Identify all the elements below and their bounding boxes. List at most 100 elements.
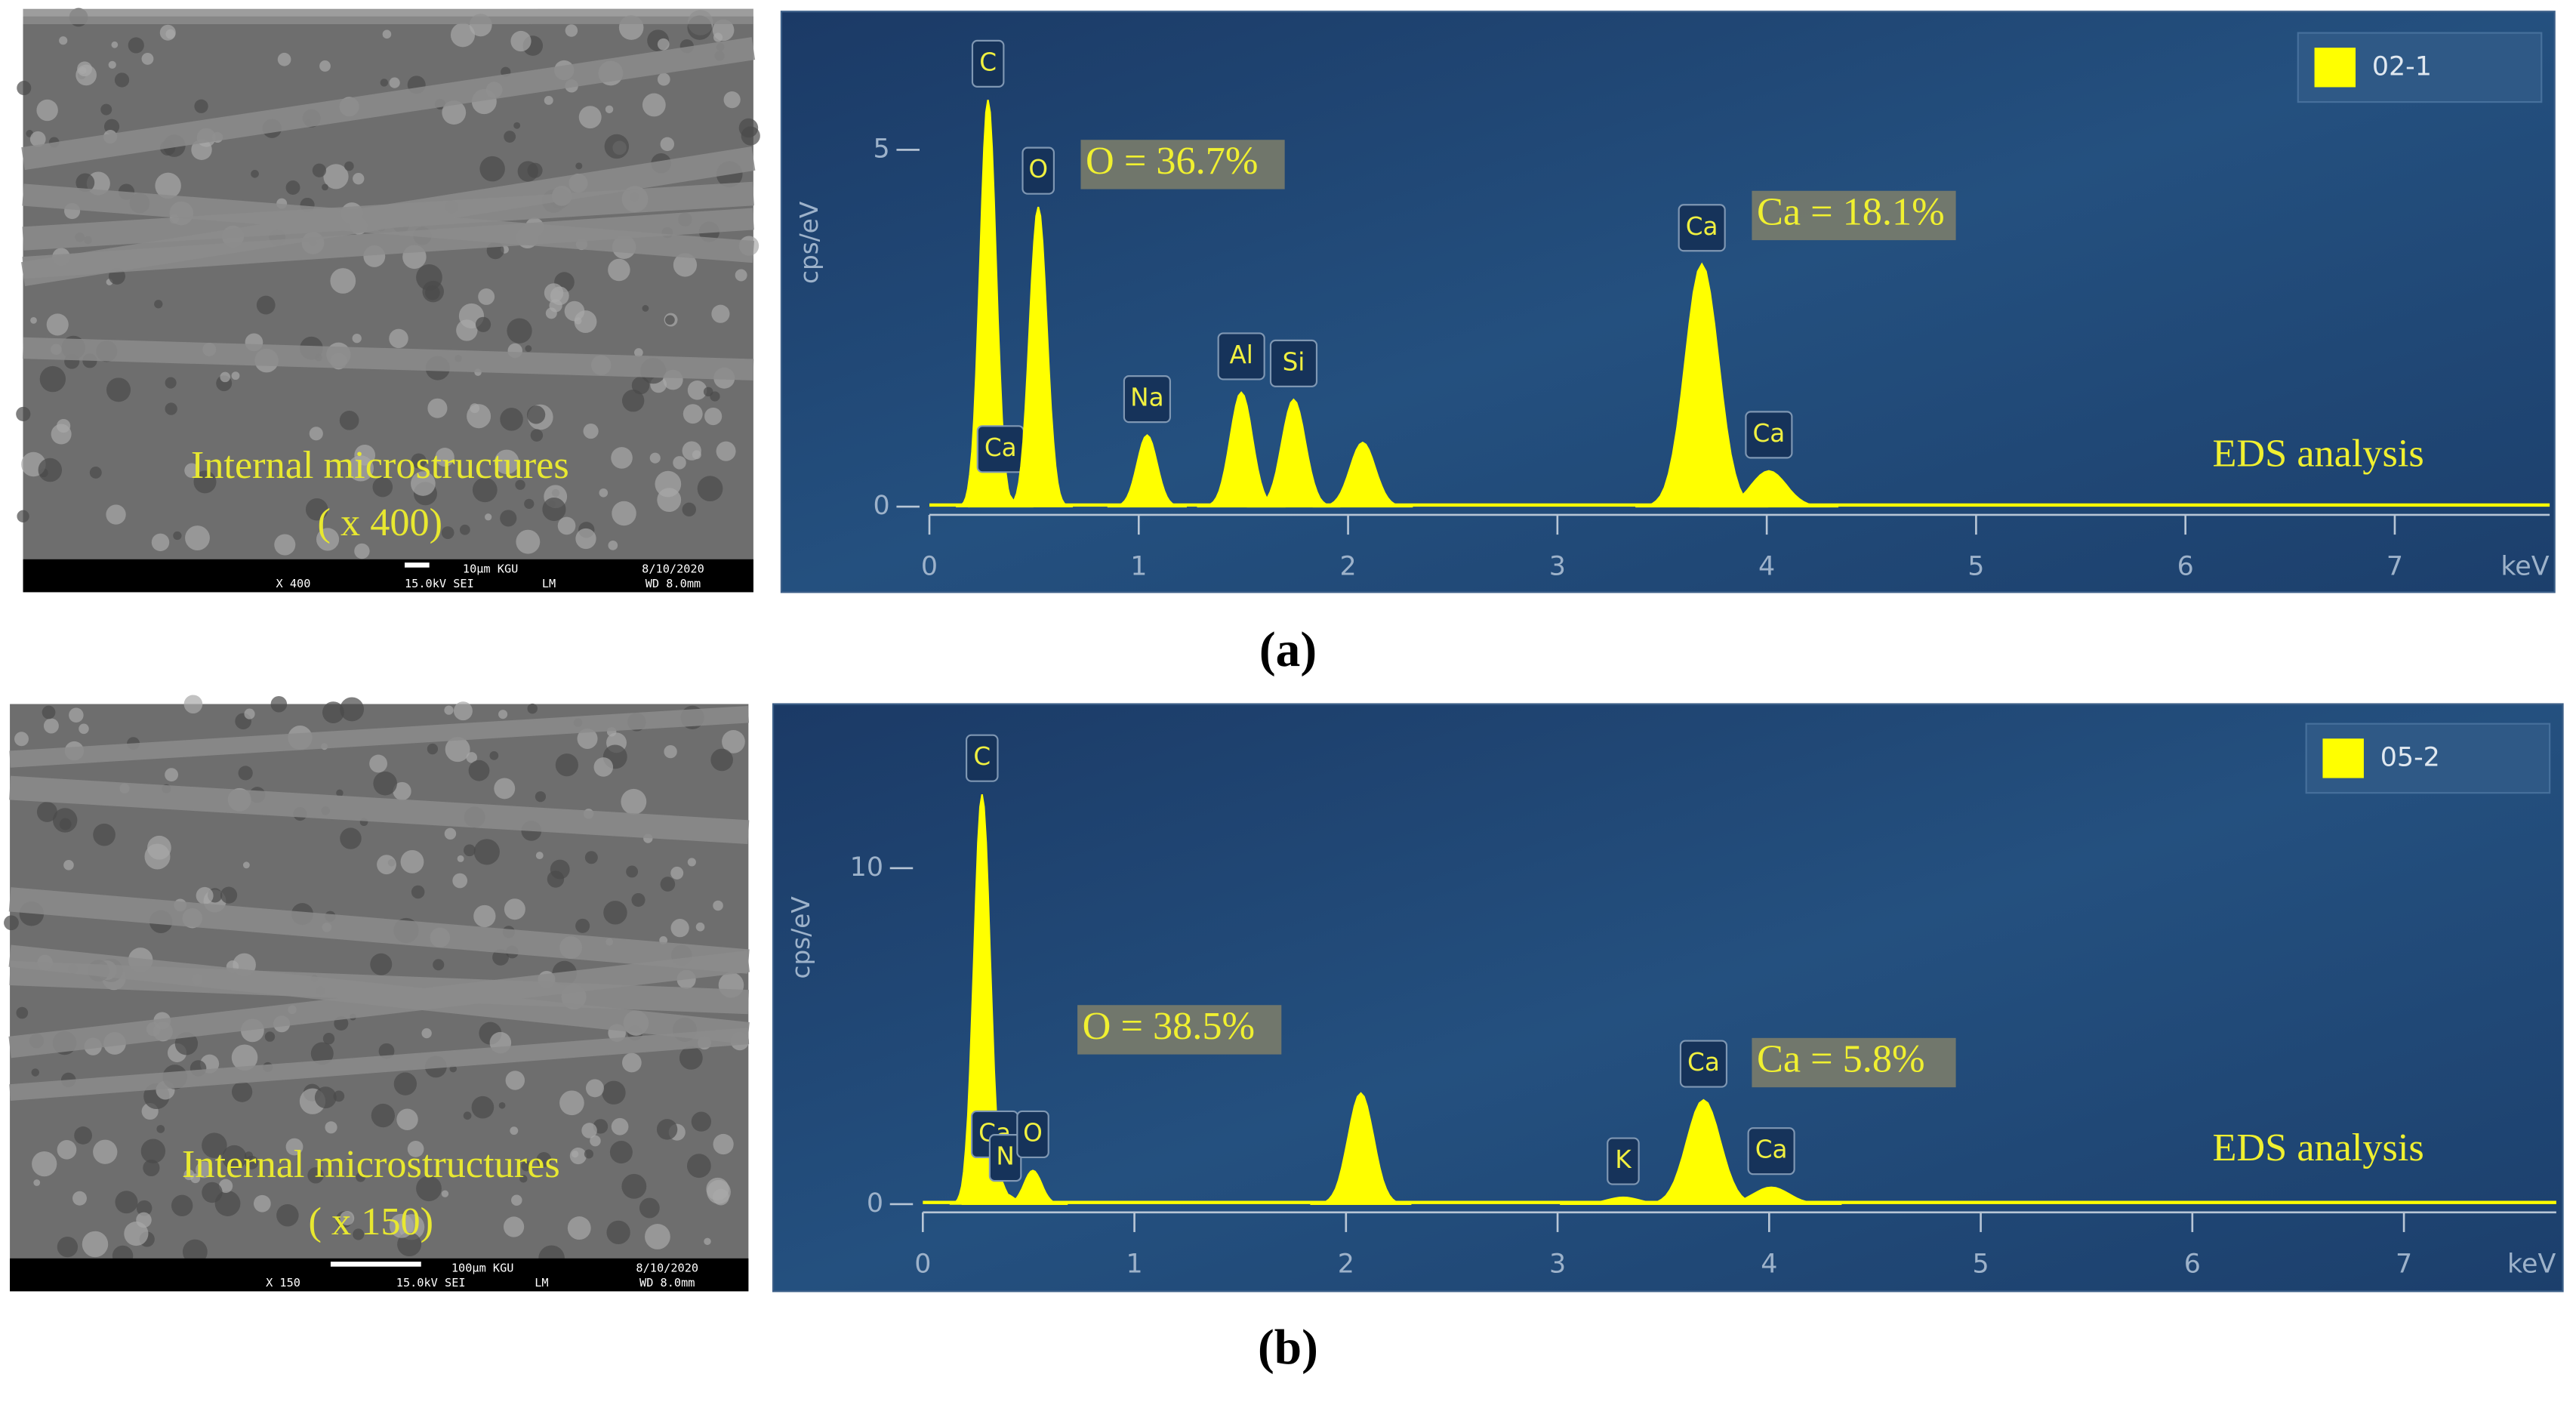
peak xyxy=(1700,1186,1842,1205)
info-text: 15.0kV SEI xyxy=(396,1276,466,1290)
info-text: 15.0kV SEI xyxy=(405,577,474,590)
particle xyxy=(574,310,597,333)
peak xyxy=(1107,434,1188,508)
peak-label: Si xyxy=(1283,347,1305,376)
particle xyxy=(231,1081,253,1102)
particle xyxy=(738,118,759,138)
particle xyxy=(464,844,476,857)
peak-label-box xyxy=(1123,375,1171,424)
particle xyxy=(575,162,583,170)
particle xyxy=(377,855,396,875)
particle xyxy=(544,95,553,105)
particle xyxy=(555,753,578,777)
peak-label: Ca xyxy=(984,433,1017,462)
particle xyxy=(407,1141,424,1157)
particle xyxy=(686,1154,711,1179)
particle xyxy=(608,541,618,550)
particle xyxy=(657,38,670,51)
particle xyxy=(631,376,650,395)
particle xyxy=(389,328,408,349)
fiber xyxy=(9,705,750,768)
particle xyxy=(218,1179,233,1194)
peak-label: C xyxy=(973,742,991,771)
particle xyxy=(373,771,397,796)
particle xyxy=(340,827,362,849)
info-text: 10μm KGU xyxy=(463,562,518,575)
particle xyxy=(32,1151,57,1177)
legend-label: 05-2 xyxy=(2380,742,2440,772)
particle xyxy=(673,253,698,277)
particle xyxy=(581,1123,597,1139)
fiber xyxy=(20,146,756,287)
particle xyxy=(510,1126,519,1135)
fiber xyxy=(9,1028,750,1102)
particle xyxy=(43,718,59,734)
particle xyxy=(527,162,543,178)
x-tick-label: 6 xyxy=(2184,1249,2201,1280)
particle xyxy=(322,1033,335,1045)
particle xyxy=(682,441,701,461)
particle xyxy=(238,766,253,781)
particle xyxy=(114,72,130,88)
particle xyxy=(542,497,566,522)
particle xyxy=(703,387,713,397)
image-magnification: ( x 400) xyxy=(318,501,443,544)
particle xyxy=(347,455,374,482)
particle xyxy=(416,264,442,291)
legend-swatch xyxy=(2322,738,2364,778)
particle xyxy=(516,529,541,554)
particle xyxy=(270,695,288,713)
particle xyxy=(441,1190,449,1197)
x-tick-label: 0 xyxy=(921,552,938,582)
particle xyxy=(322,183,328,191)
info-text: X 150 xyxy=(266,1276,300,1290)
particle xyxy=(319,60,331,72)
particle xyxy=(475,316,491,332)
particle xyxy=(285,1138,304,1156)
particle xyxy=(276,1203,299,1227)
particle xyxy=(115,1191,138,1214)
particle xyxy=(17,510,29,522)
particle xyxy=(93,823,116,846)
x-tick-label: 3 xyxy=(1549,552,1566,582)
particle xyxy=(433,959,445,971)
particle xyxy=(182,1239,208,1265)
particle xyxy=(411,471,436,496)
peak-label-box xyxy=(1016,1110,1049,1159)
particle xyxy=(42,705,56,719)
particle xyxy=(710,748,733,772)
particle xyxy=(655,470,682,498)
particle xyxy=(17,81,32,96)
annotation: O = 36.7% xyxy=(1086,139,1258,183)
particle xyxy=(642,93,666,117)
particle xyxy=(389,1213,414,1238)
particle xyxy=(314,1086,337,1108)
y-tick-label: 10 xyxy=(850,852,883,883)
particle xyxy=(504,131,516,143)
particle xyxy=(372,476,393,498)
particle xyxy=(111,41,119,48)
particle xyxy=(605,105,614,114)
x-tick-label: 1 xyxy=(1126,1249,1142,1280)
particle xyxy=(649,452,661,464)
peak-label: Na xyxy=(1130,384,1163,412)
particle xyxy=(504,898,525,920)
peak-label: Ca xyxy=(1686,212,1718,241)
fiber xyxy=(8,887,750,974)
particle xyxy=(277,52,291,66)
annotation: EDS analysis xyxy=(2212,1126,2423,1169)
particle xyxy=(645,1224,670,1249)
particle xyxy=(559,1090,584,1116)
particle xyxy=(344,161,354,171)
particle xyxy=(106,377,131,402)
particle xyxy=(704,1237,711,1246)
particle xyxy=(57,1236,79,1258)
peak xyxy=(997,1169,1068,1205)
fiber xyxy=(8,944,750,1045)
particle xyxy=(69,707,84,723)
particle xyxy=(513,122,521,129)
particle xyxy=(485,513,492,521)
particle xyxy=(31,1068,39,1077)
particle xyxy=(457,855,464,862)
